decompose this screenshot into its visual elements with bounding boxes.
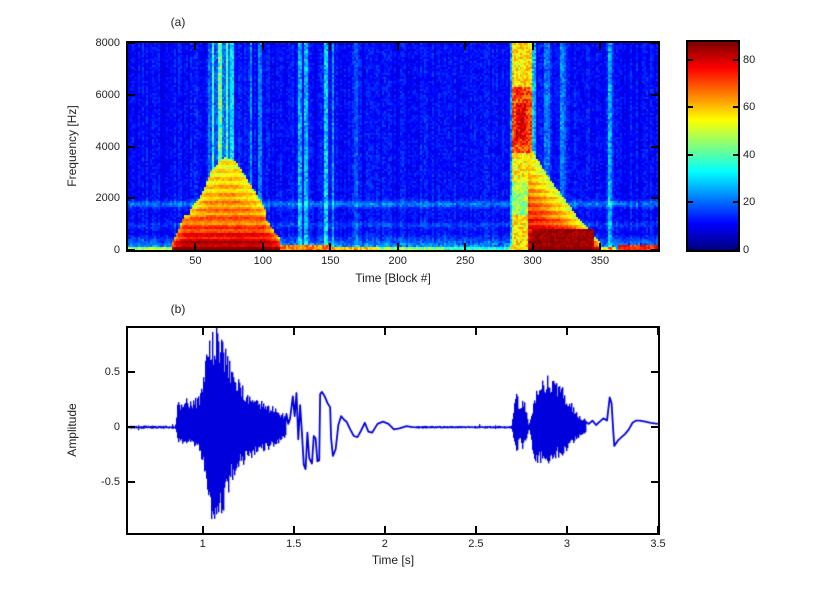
- subplot-a-xtick-label: 300: [523, 255, 542, 267]
- colorbar-tick-label: 80: [743, 53, 756, 66]
- subplot-a-panel-label: (a): [170, 15, 186, 29]
- subplot-b-xtick-bottom: [474, 526, 477, 533]
- subplot-b-ytick-right: [651, 371, 658, 374]
- subplot-a-xtick-bottom: [194, 243, 197, 250]
- subplot-b-ytick-left: [128, 371, 135, 374]
- subplot-a-xtick-bottom: [261, 243, 264, 250]
- subplot-b-ytick-left: [128, 481, 135, 484]
- subplot-a-ytick-right: [651, 93, 658, 96]
- subplot-a-xtick-top: [329, 43, 332, 50]
- subplot-a-x-axis-label: Time [Block #]: [355, 271, 431, 285]
- subplot-a-xtick-top: [464, 43, 467, 50]
- subplot-b-xtick-bottom: [292, 526, 295, 533]
- colorbar-tick-left: [688, 58, 693, 61]
- subplot-b-xtick-bottom: [657, 526, 659, 533]
- subplot-b-ytick-left: [128, 426, 135, 429]
- subplot-b-xtick-label: 1.5: [286, 538, 302, 550]
- colorbar-tick-label: 40: [743, 148, 756, 161]
- subplot-b-xtick-top: [201, 328, 204, 335]
- subplot-a-xtick-top: [194, 43, 197, 50]
- subplot-b-xtick-top: [474, 328, 477, 335]
- subplot-a-ytick-right: [651, 249, 658, 251]
- subplot-a-xtick-top: [396, 43, 399, 50]
- subplot-a-ytick-label: 8000: [95, 37, 120, 49]
- subplot-a-xtick-bottom: [329, 243, 332, 250]
- subplot-b-ytick-label: -0.5: [101, 476, 120, 489]
- subplot-a-xtick-label: 100: [253, 255, 273, 267]
- colorbar-tick-label: 0: [743, 244, 750, 256]
- colorbar-tick-right: [733, 201, 738, 204]
- waveform-plot: [128, 328, 658, 533]
- colorbar-tick-left: [688, 106, 693, 109]
- colorbar-tick-right: [733, 58, 738, 61]
- subplot-b-xtick-label: 3.5: [650, 538, 666, 550]
- subplot-a-ytick-label: 4000: [95, 140, 120, 153]
- subplot-b-ytick-right: [651, 481, 658, 484]
- subplot-a-xtick-top: [599, 43, 601, 50]
- subplot-a-xtick-bottom: [464, 243, 467, 250]
- subplot-b-xtick-label: 2.5: [468, 538, 484, 550]
- subplot-a-xtick-top: [261, 43, 264, 50]
- colorbar-tick-left: [688, 201, 693, 204]
- subplot-b-xtick-label: 3: [563, 538, 570, 550]
- subplot-b-x-axis-label: Time [s]: [371, 553, 415, 567]
- subplot-a-ytick-left: [128, 197, 135, 200]
- subplot-a-ytick-left: [128, 145, 135, 148]
- subplot-b-ytick-label: 0: [113, 421, 120, 434]
- subplot-a-xtick-bottom: [531, 243, 534, 250]
- spectrogram-image: [128, 43, 658, 250]
- subplot-a-ytick-left: [128, 42, 135, 44]
- subplot-a-ytick-left: [128, 93, 135, 96]
- subplot-a-ytick-label: 6000: [95, 88, 120, 101]
- subplot-b-xtick-top: [657, 328, 659, 335]
- subplot-b-panel-label: (b): [170, 302, 186, 316]
- subplot-b-xtick-top: [292, 328, 295, 335]
- subplot-b-xtick-label: 1: [199, 538, 206, 550]
- colorbar-tick-label: 20: [743, 196, 756, 209]
- colorbar-tick-right: [733, 249, 738, 251]
- colorbar-tick-right: [733, 106, 738, 109]
- subplot-a-ytick-left: [128, 249, 135, 251]
- subplot-b-ytick-label: 0.5: [104, 366, 120, 379]
- subplot-a-xtick-top: [531, 43, 534, 50]
- subplot-a-xtick-bottom: [599, 243, 601, 250]
- colorbar-gradient: [688, 42, 738, 250]
- subplot-a-xtick-label: 250: [455, 255, 475, 267]
- subplot-a-xtick-label: 50: [189, 255, 202, 267]
- subplot-b-xtick-bottom: [201, 526, 204, 533]
- subplot-a-ytick-right: [651, 197, 658, 200]
- subplot-b-xtick-top: [565, 328, 568, 335]
- subplot-b-xtick-top: [383, 328, 386, 335]
- subplot-a-xtick-bottom: [396, 243, 399, 250]
- subplot-a-xtick-label: 200: [388, 255, 407, 267]
- subplot-b-xtick-label: 2: [381, 538, 388, 550]
- subplot-a-xtick-label: 150: [321, 255, 340, 267]
- subplot-a-ytick-right: [651, 42, 658, 44]
- subplot-a-xtick-label: 350: [590, 255, 610, 267]
- subplot-a-ytick-right: [651, 145, 658, 148]
- colorbar-tick-right: [733, 153, 738, 156]
- subplot-b-xtick-bottom: [383, 526, 386, 533]
- subplot-a-ytick-label: 2000: [95, 192, 120, 205]
- colorbar-tick-left: [688, 153, 693, 156]
- colorbar-tick-label: 60: [743, 101, 756, 114]
- subplot-a-ytick-label: 0: [113, 244, 120, 256]
- subplot-b-ytick-right: [651, 426, 658, 429]
- subplot-b-xtick-bottom: [565, 526, 568, 533]
- colorbar-tick-left: [688, 249, 693, 251]
